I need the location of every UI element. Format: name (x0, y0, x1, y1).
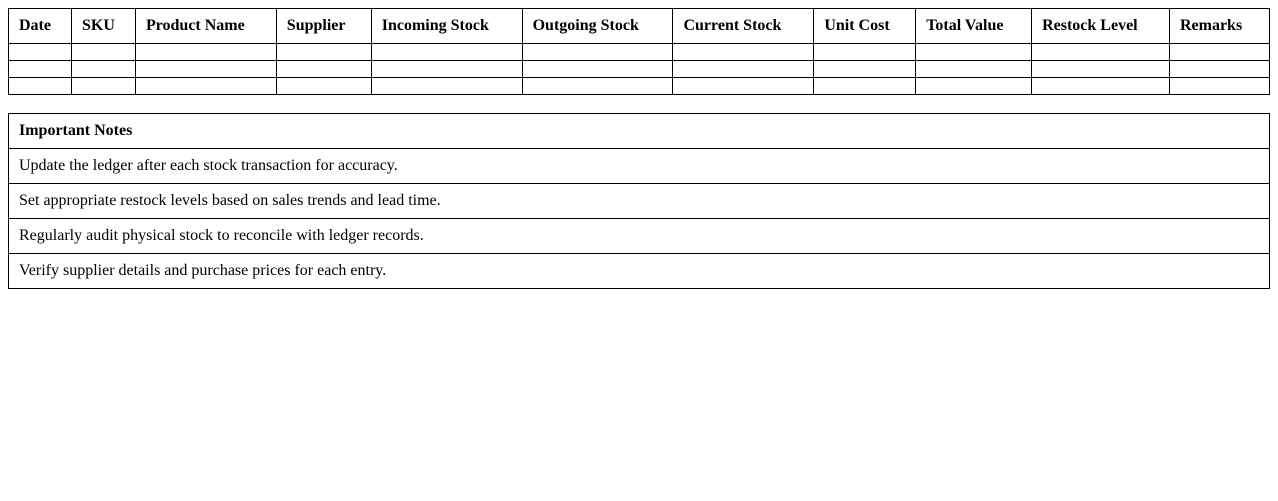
table-cell[interactable] (672, 77, 815, 95)
table-cell[interactable] (70, 43, 136, 61)
table-row (8, 77, 1271, 95)
table-cell[interactable] (370, 43, 523, 61)
table-cell[interactable] (275, 60, 372, 78)
table-cell[interactable] (70, 60, 136, 78)
table-cell[interactable] (70, 77, 136, 95)
header-supplier: Supplier (275, 8, 372, 44)
table-cell[interactable] (134, 60, 277, 78)
table-cell[interactable] (370, 60, 523, 78)
header-unit-cost: Unit Cost (813, 8, 917, 44)
table-cell[interactable] (915, 60, 1033, 78)
note-item: Update the ledger after each stock trans… (8, 148, 1270, 184)
table-cell[interactable] (813, 60, 917, 78)
table-cell[interactable] (915, 43, 1033, 61)
table-cell[interactable] (8, 43, 72, 61)
table-cell[interactable] (1168, 43, 1271, 61)
table-cell[interactable] (672, 43, 815, 61)
table-cell[interactable] (8, 60, 72, 78)
table-cell[interactable] (8, 77, 72, 95)
header-date: Date (8, 8, 72, 44)
table-cell[interactable] (1031, 77, 1170, 95)
note-item: Verify supplier details and purchase pri… (8, 253, 1270, 289)
table-row (8, 60, 1271, 78)
table-cell[interactable] (1168, 77, 1271, 95)
table-cell[interactable] (1031, 60, 1170, 78)
table-cell[interactable] (813, 43, 917, 61)
header-remarks: Remarks (1168, 8, 1271, 44)
inventory-ledger-table: Date SKU Product Name Supplier Incoming … (8, 8, 1271, 95)
table-cell[interactable] (672, 60, 815, 78)
note-item: Regularly audit physical stock to reconc… (8, 218, 1270, 254)
table-cell[interactable] (275, 77, 372, 95)
table-cell[interactable] (1168, 60, 1271, 78)
note-item: Set appropriate restock levels based on … (8, 183, 1270, 219)
header-current-stock: Current Stock (672, 8, 815, 44)
header-row: Date SKU Product Name Supplier Incoming … (8, 8, 1271, 44)
header-incoming-stock: Incoming Stock (370, 8, 523, 44)
table-cell[interactable] (134, 77, 277, 95)
header-restock-level: Restock Level (1031, 8, 1170, 44)
table-cell[interactable] (521, 43, 674, 61)
table-cell[interactable] (1031, 43, 1170, 61)
table-cell[interactable] (370, 77, 523, 95)
notes-title: Important Notes (8, 113, 1270, 149)
table-cell[interactable] (521, 60, 674, 78)
header-product-name: Product Name (134, 8, 277, 44)
header-total-value: Total Value (915, 8, 1033, 44)
table-cell[interactable] (275, 43, 372, 61)
table-row (8, 43, 1271, 61)
table-cell[interactable] (915, 77, 1033, 95)
header-sku: SKU (70, 8, 136, 44)
table-cell[interactable] (813, 77, 917, 95)
table-cell[interactable] (134, 43, 277, 61)
important-notes-table: Important Notes Update the ledger after … (8, 113, 1270, 289)
table-cell[interactable] (521, 77, 674, 95)
header-outgoing-stock: Outgoing Stock (521, 8, 674, 44)
